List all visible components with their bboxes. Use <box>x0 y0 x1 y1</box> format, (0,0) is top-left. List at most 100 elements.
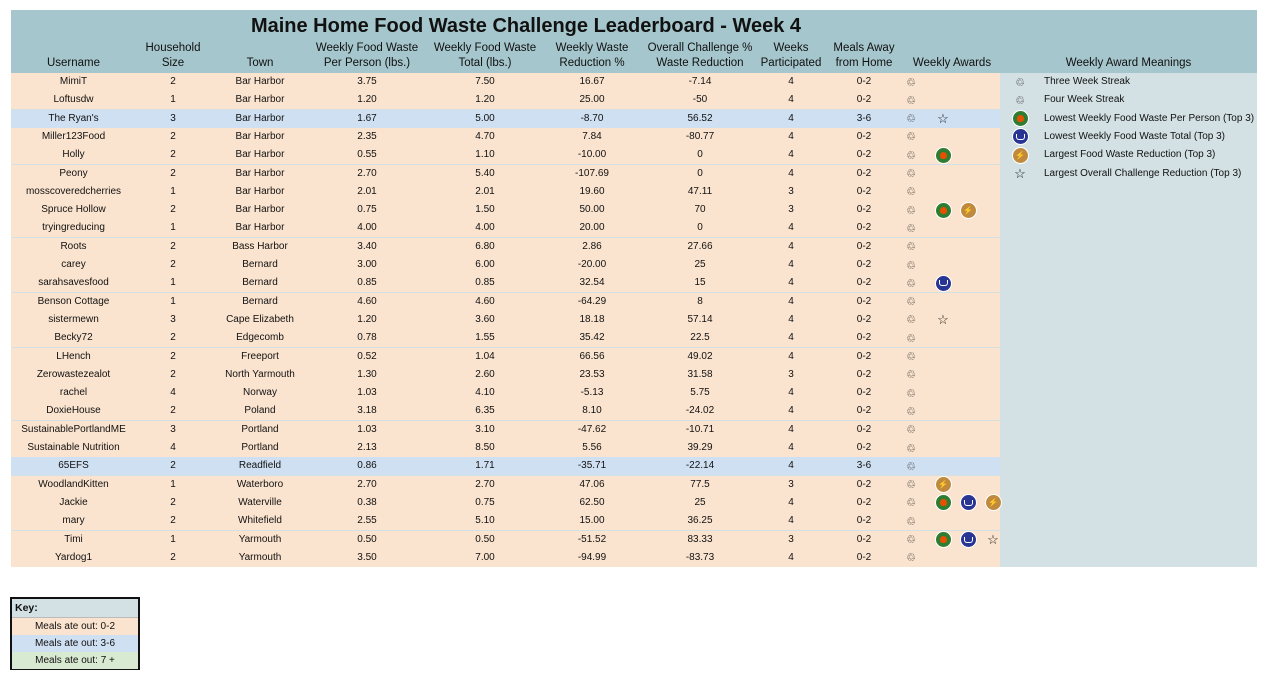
cell-username: Zerowastezealot <box>36 368 111 380</box>
award-badge <box>985 495 1001 511</box>
streak-recycle-icon: ♲ <box>906 497 916 510</box>
cell-per-person: 3.50 <box>357 551 377 563</box>
cell-per-person: 3.75 <box>357 76 377 87</box>
cell-awards: ♲ <box>906 238 1000 256</box>
col-header-overall-reduction: Overall Challenge % Waste Reduction <box>647 42 753 69</box>
table-row: MimiT 2 Bar Harbor 3.75 7.50 16.67 -7.14 4 0-2 ♲ <box>11 73 1000 91</box>
cell-username: tryingreducing <box>42 222 105 234</box>
cell-per-person: 2.01 <box>357 185 377 197</box>
cell-per-person: 3.40 <box>357 240 377 252</box>
cell-overall-reduction: 31.58 <box>687 368 713 380</box>
streak-recycle-icon: ♲ <box>906 277 916 290</box>
col-header-town: Town <box>246 57 274 69</box>
cell-weeks: 4 <box>788 442 794 453</box>
cell-weeks: 4 <box>788 76 794 87</box>
cell-meals: 3-6 <box>856 112 872 124</box>
col-header-awards: Weekly Awards <box>912 57 992 69</box>
cell-awards: ♲ <box>906 165 1000 183</box>
cell-awards: ♲ <box>906 293 1000 311</box>
award-badge <box>935 202 951 218</box>
cell-per-person: 2.70 <box>357 167 377 179</box>
cell-meals: 3-6 <box>856 460 872 472</box>
cell-total: 4.10 <box>475 387 495 399</box>
cell-meals: 0-2 <box>856 204 872 216</box>
cell-per-person: 0.52 <box>357 350 377 362</box>
cell-weeks: 4 <box>788 277 794 289</box>
cell-weekly-reduction: -35.71 <box>577 460 607 472</box>
table-row: Holly 2 Bar Harbor 0.55 1.10 -10.00 0 4 0-2 ♲ <box>11 146 1000 165</box>
cell-total: 1.55 <box>475 332 495 344</box>
cell-overall-reduction: -50 <box>692 94 708 106</box>
cell-household-size: 2 <box>170 405 176 417</box>
streak-recycle-icon: ♲ <box>906 424 916 437</box>
cell-weekly-reduction: 7.84 <box>582 130 602 142</box>
cell-meals: 0-2 <box>856 368 872 380</box>
table-row: rachel 4 Norway 1.03 4.10 -5.13 5.75 4 0-2 ♲ <box>11 384 1000 403</box>
cell-household-size: 2 <box>170 167 176 179</box>
cell-total: 4.70 <box>475 130 495 142</box>
cell-per-person: 1.03 <box>357 387 377 399</box>
color-key: Key: Meals ate out: 0-2 Meals ate out: 3-… <box>10 597 140 670</box>
cell-meals: 0-2 <box>856 277 872 289</box>
cell-household-size: 2 <box>170 130 176 142</box>
cell-weeks: 3 <box>788 204 794 216</box>
cell-overall-reduction: 49.02 <box>687 350 713 362</box>
cell-per-person: 2.70 <box>357 478 377 490</box>
star-icon: ☆ <box>937 311 949 327</box>
cell-meals: 0-2 <box>856 130 872 142</box>
cell-town: Bar Harbor <box>235 149 285 161</box>
col-header-total: Weekly Food Waste Total (lbs.) <box>433 42 537 69</box>
cell-weekly-reduction: 25.00 <box>579 94 605 106</box>
bin-badge-icon <box>1012 129 1028 145</box>
cell-username: The Ryan's <box>48 112 99 124</box>
cell-meals: 0-2 <box>856 551 872 563</box>
cell-overall-reduction: -10.71 <box>685 423 715 435</box>
award-badge <box>960 532 976 548</box>
award-meaning-item: ☆ Largest Overall Challenge Reduction (To… <box>1000 165 1257 183</box>
streak-recycle-icon: ♲ <box>906 113 916 126</box>
cell-town: Bernard <box>242 277 278 289</box>
cell-household-size: 2 <box>170 204 176 216</box>
cell-weekly-reduction: -47.62 <box>577 423 607 435</box>
cell-town: Whitefield <box>238 515 282 527</box>
cell-awards: ♲ ☆ <box>906 531 1000 549</box>
cell-awards: ♲ ☆ <box>906 311 1000 329</box>
bin-badge-icon <box>960 495 976 511</box>
cell-weeks: 3 <box>788 478 794 490</box>
lightning-badge-icon <box>935 477 951 493</box>
cell-total: 3.60 <box>475 313 495 325</box>
cell-total: 1.20 <box>475 94 495 106</box>
table-row: Loftusdw 1 Bar Harbor 1.20 1.20 25.00 -50 4 0-2 ♲ <box>11 91 1000 110</box>
table-row: carey 2 Bernard 3.00 6.00 -20.00 25 4 0-2 ♲ <box>11 256 1000 274</box>
cell-weeks: 4 <box>788 130 794 142</box>
streak-recycle-icon: ♲ <box>906 241 916 254</box>
cell-per-person: 0.85 <box>357 277 377 289</box>
cell-town: Bernard <box>242 259 278 270</box>
cell-weeks: 3 <box>788 185 794 197</box>
bin-badge-icon <box>935 275 951 291</box>
cell-username: Yardog1 <box>54 551 93 563</box>
cell-awards: ♲ <box>906 128 1000 146</box>
award-meaning-item: Lowest Weekly Food Waste Per Person (Top… <box>1000 110 1257 128</box>
cell-total: 1.71 <box>475 460 495 472</box>
cell-weekly-reduction: -20.00 <box>577 259 607 270</box>
cell-per-person: 4.60 <box>357 295 377 307</box>
award-meaning-item: Lowest Weekly Food Waste Total (Top 3) <box>1000 128 1257 146</box>
cell-weekly-reduction: -10.00 <box>577 149 607 161</box>
cell-weeks: 4 <box>788 295 794 307</box>
cell-town: North Yarmouth <box>225 368 295 380</box>
cell-weekly-reduction: -107.69 <box>575 167 609 179</box>
cell-town: Norway <box>243 387 277 399</box>
cell-weekly-reduction: 19.60 <box>579 185 605 197</box>
cell-weeks: 4 <box>788 222 794 234</box>
cell-weeks: 4 <box>788 387 794 399</box>
cell-town: Yarmouth <box>238 551 282 563</box>
cell-weeks: 4 <box>788 460 794 472</box>
cell-weeks: 4 <box>788 332 794 344</box>
cell-awards: ♲ <box>906 512 1000 530</box>
table-row: mary 2 Whitefield 2.55 5.10 15.00 36.25 4 0-2 ♲ <box>11 512 1000 531</box>
col-header-award-meanings: Weekly Award Meanings <box>1065 57 1192 69</box>
table-row: 65EFS 2 Readfield 0.86 1.71 -35.71 -22.14 4 3-6 ♲ <box>11 457 1000 476</box>
award-meaning-label: Four Week Streak <box>1044 94 1125 106</box>
cell-overall-reduction: -83.73 <box>685 551 715 563</box>
